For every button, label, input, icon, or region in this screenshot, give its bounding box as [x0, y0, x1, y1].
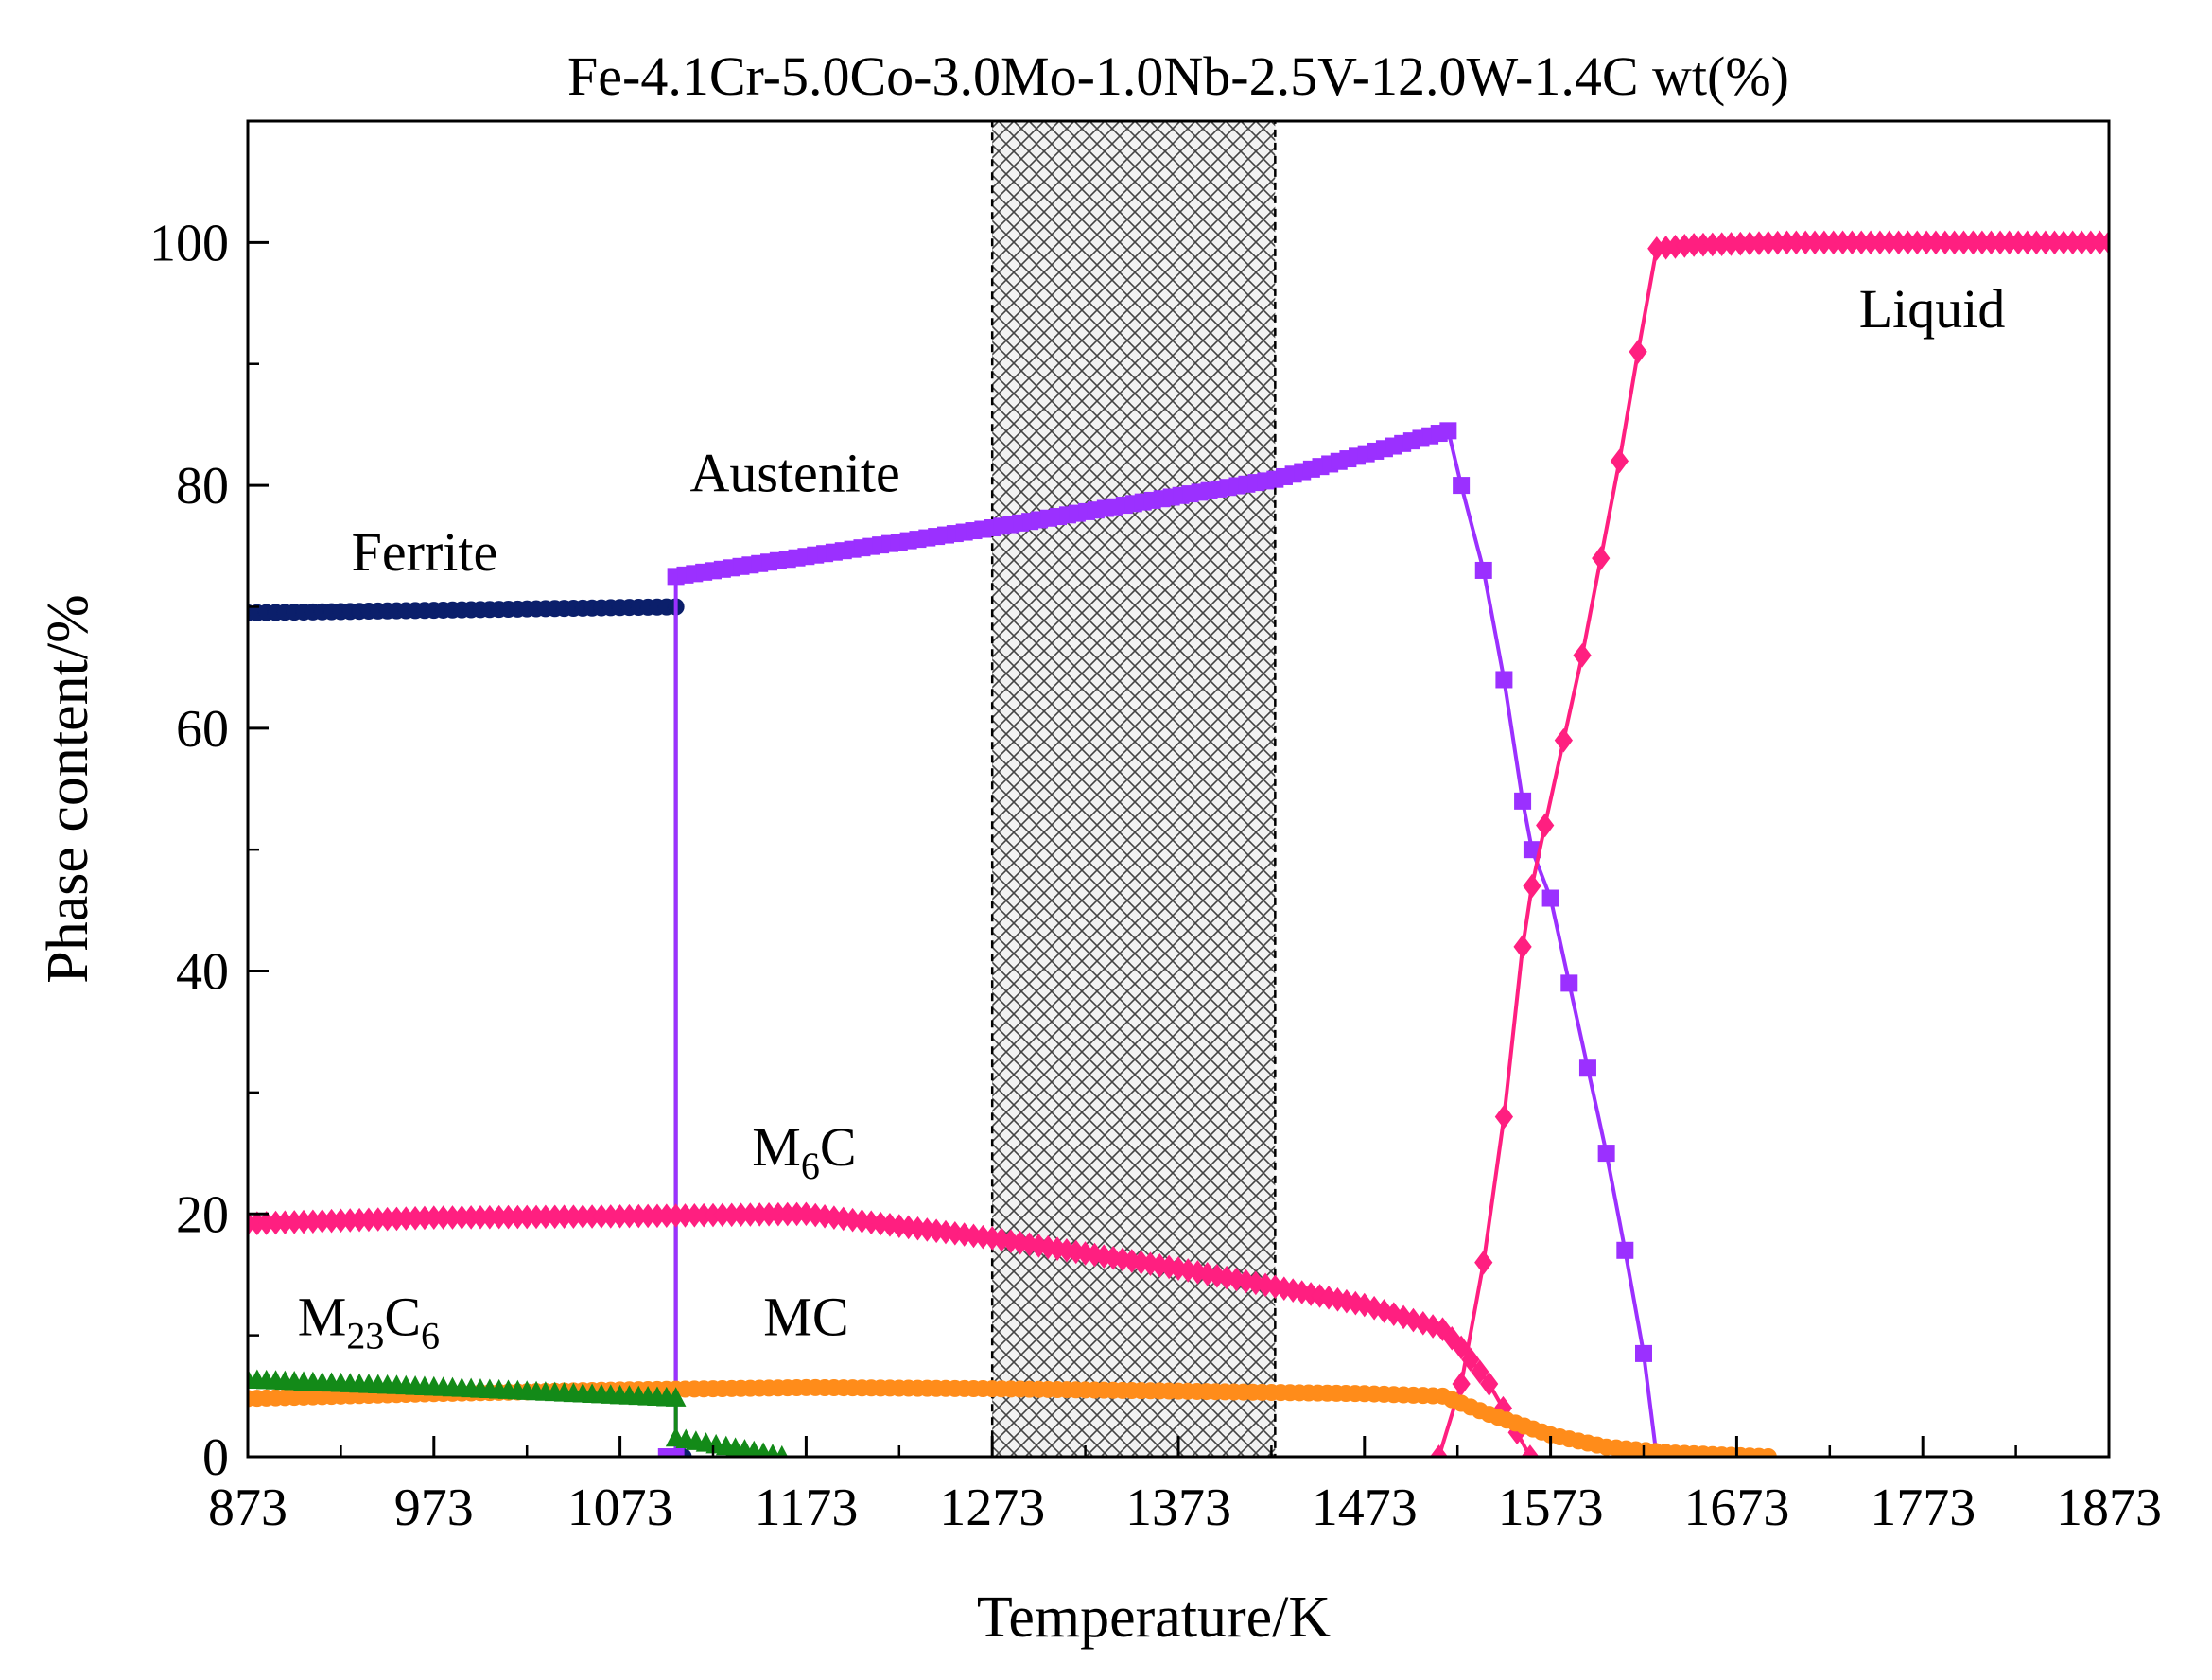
marker-liquid: [1429, 1444, 1449, 1457]
marker-liquid: [1592, 546, 1611, 570]
shaded-region-layer: [990, 119, 1277, 1459]
x-tick-label: 1373: [1125, 1479, 1231, 1537]
marker-austenite: [1439, 422, 1457, 440]
marker-liquid: [1629, 340, 1647, 364]
marker-liquid: [1474, 1250, 1493, 1275]
marker-liquid: [1513, 935, 1532, 959]
m6c-main: M: [752, 1116, 801, 1178]
x-axis-label: Temperature/K: [977, 1585, 1332, 1650]
marker-m23c6: [755, 1442, 772, 1457]
marker-m6c: [1461, 1347, 1480, 1373]
marker-austenite: [1635, 1344, 1652, 1362]
marker-m6c: [1480, 1372, 1499, 1396]
x-tick-label: 1573: [1498, 1479, 1604, 1537]
series-m23c6: [248, 1369, 789, 1457]
marker-austenite: [1541, 889, 1559, 907]
marker-liquid: [2099, 230, 2109, 255]
marker-m23c6: [765, 1444, 780, 1457]
series-liquid: [1429, 230, 2109, 1457]
m6c-sub: 6: [801, 1145, 820, 1187]
marker-liquid: [1610, 448, 1629, 474]
marker-austenite: [1495, 671, 1513, 689]
y-tick-label: 40: [176, 943, 229, 1002]
marker-austenite: [1514, 792, 1532, 810]
m23c6-mid: C: [384, 1286, 421, 1348]
annotation-mc: MC: [763, 1286, 848, 1348]
marker-austenite: [1560, 974, 1578, 992]
x-tick-label: 1773: [1870, 1479, 1976, 1537]
marker-austenite: [1453, 477, 1471, 495]
annotation-austenite: Austenite: [689, 443, 899, 504]
y-tick-label: 0: [202, 1428, 229, 1487]
series-line-liquid: [1437, 240, 2109, 1457]
m23c6-sub1: 23: [346, 1315, 384, 1357]
y-tick-label: 80: [176, 457, 229, 516]
x-tick-label: 1873: [2056, 1479, 2162, 1537]
marker-liquid: [1573, 642, 1592, 668]
series-line-m6c: [248, 1212, 1532, 1457]
marker-austenite: [1578, 1059, 1596, 1077]
x-tick-label: 873: [208, 1479, 287, 1537]
marker-liquid: [1494, 1104, 1514, 1129]
x-tick-label: 1073: [567, 1479, 673, 1537]
annotation-m6c: M6C: [752, 1116, 856, 1187]
x-tick-label: 973: [394, 1479, 474, 1537]
annotation-m23c6: M23C6: [298, 1286, 440, 1357]
y-tick-label: 60: [176, 700, 229, 759]
m23c6-main: M: [298, 1286, 347, 1348]
x-tick-label: 1273: [939, 1479, 1045, 1537]
chart-title: Fe-4.1Cr-5.0Co-3.0Mo-1.0Nb-2.5V-12.0W-1.…: [567, 45, 1789, 107]
marker-liquid: [1536, 813, 1555, 838]
marker-austenite: [1616, 1241, 1634, 1259]
y-tick-label: 20: [176, 1185, 229, 1244]
y-tick-label: 100: [149, 214, 229, 272]
x-tick-label: 1173: [754, 1479, 858, 1537]
marker-austenite: [657, 1448, 675, 1457]
annotation-liquid: Liquid: [1859, 278, 2006, 340]
marker-m23c6: [665, 1387, 687, 1407]
shaded-region: [990, 119, 1277, 1459]
marker-m6c: [1521, 1444, 1540, 1457]
series-layer: [248, 230, 2109, 1457]
m23c6-sub2: 6: [421, 1315, 440, 1357]
marker-m6c: [1471, 1359, 1489, 1384]
x-tick-label: 1473: [1312, 1479, 1418, 1537]
x-tick-label: 1673: [1683, 1479, 1789, 1537]
marker-austenite: [1597, 1145, 1615, 1163]
marker-austenite: [667, 1448, 685, 1457]
marker-m6c: [1452, 1335, 1471, 1360]
y-axis-label: Phase content/%: [36, 594, 100, 984]
marker-liquid: [1554, 727, 1574, 753]
marker-liquid: [1523, 873, 1541, 899]
marker-liquid: [1452, 1372, 1471, 1396]
m6c-tail: C: [820, 1116, 857, 1178]
marker-austenite: [1474, 561, 1492, 579]
marker-mc: [1759, 1448, 1777, 1457]
axis-layer: 873 973 1073 1173 1273 1373 1473 1573 1673 1773 18…: [149, 214, 2162, 1537]
series-austenite: [657, 422, 1665, 1457]
annotation-ferrite: Ferrite: [352, 521, 498, 583]
